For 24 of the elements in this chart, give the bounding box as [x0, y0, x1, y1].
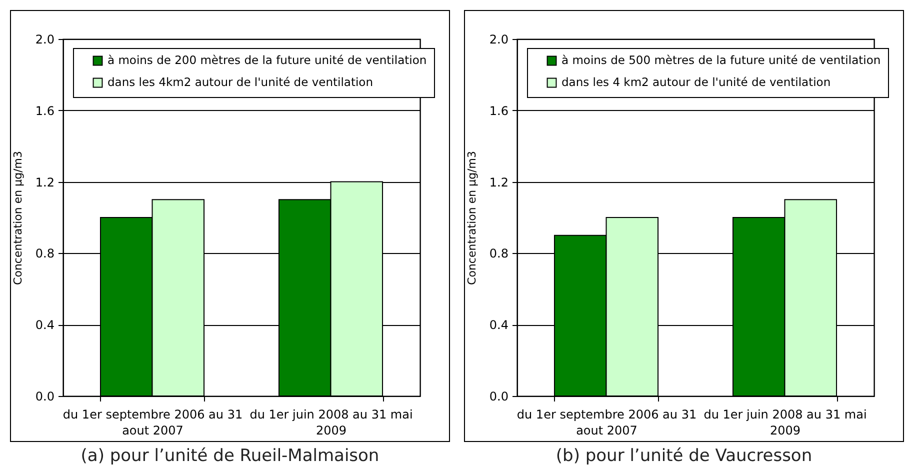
- x-tick-label: du 1er juin 2008 au 31 mai 2009: [704, 408, 867, 438]
- y-tick-label: 0.4: [489, 318, 508, 332]
- text: (a) pour l’unité de Rueil-Malmaison: [80, 446, 380, 466]
- y-axis-title: Concentration en µg/m3: [11, 151, 24, 285]
- legend-label: dans les 4km2 autour de l'unité de ventilation: [108, 74, 373, 89]
- y-tick-label: 2.0: [35, 32, 54, 46]
- y-tick-label: 0.8: [35, 246, 54, 261]
- y-tick-label: 1.6: [35, 104, 54, 118]
- y-tick-label: 0.0: [35, 390, 54, 404]
- legend-label: dans les 4 km2 autour de l'unité de ventilation: [562, 74, 831, 89]
- x-tick-label: du 1er juin 2008 au 31 mai 2009: [250, 408, 413, 438]
- y-tick-label: 2.0: [489, 32, 508, 46]
- x-tick-label: du 1er septembre 2006 au 31 aout 2007: [62, 408, 243, 438]
- y-tick-label: 1.6: [489, 104, 508, 118]
- x-tick-label: du 1er septembre 2006 au 31 aout 2007: [516, 408, 697, 438]
- text: (b) pour l’unité de Vaucresson: [554, 446, 814, 466]
- y-tick-label: 1.2: [35, 175, 54, 190]
- legend-label: à moins de 500 mètres de la future unité de ventilation: [562, 52, 881, 67]
- y-tick-label: 0.4: [35, 318, 54, 332]
- y-tick-label: 0.0: [489, 390, 508, 404]
- y-tick-label: 1.2: [489, 175, 508, 190]
- y-axis-title: Concentration en µg/m3: [465, 151, 478, 285]
- legend-label: à moins de 200 mètres de la future unité de ventilation: [108, 52, 427, 67]
- y-tick-label: 0.8: [489, 246, 508, 261]
